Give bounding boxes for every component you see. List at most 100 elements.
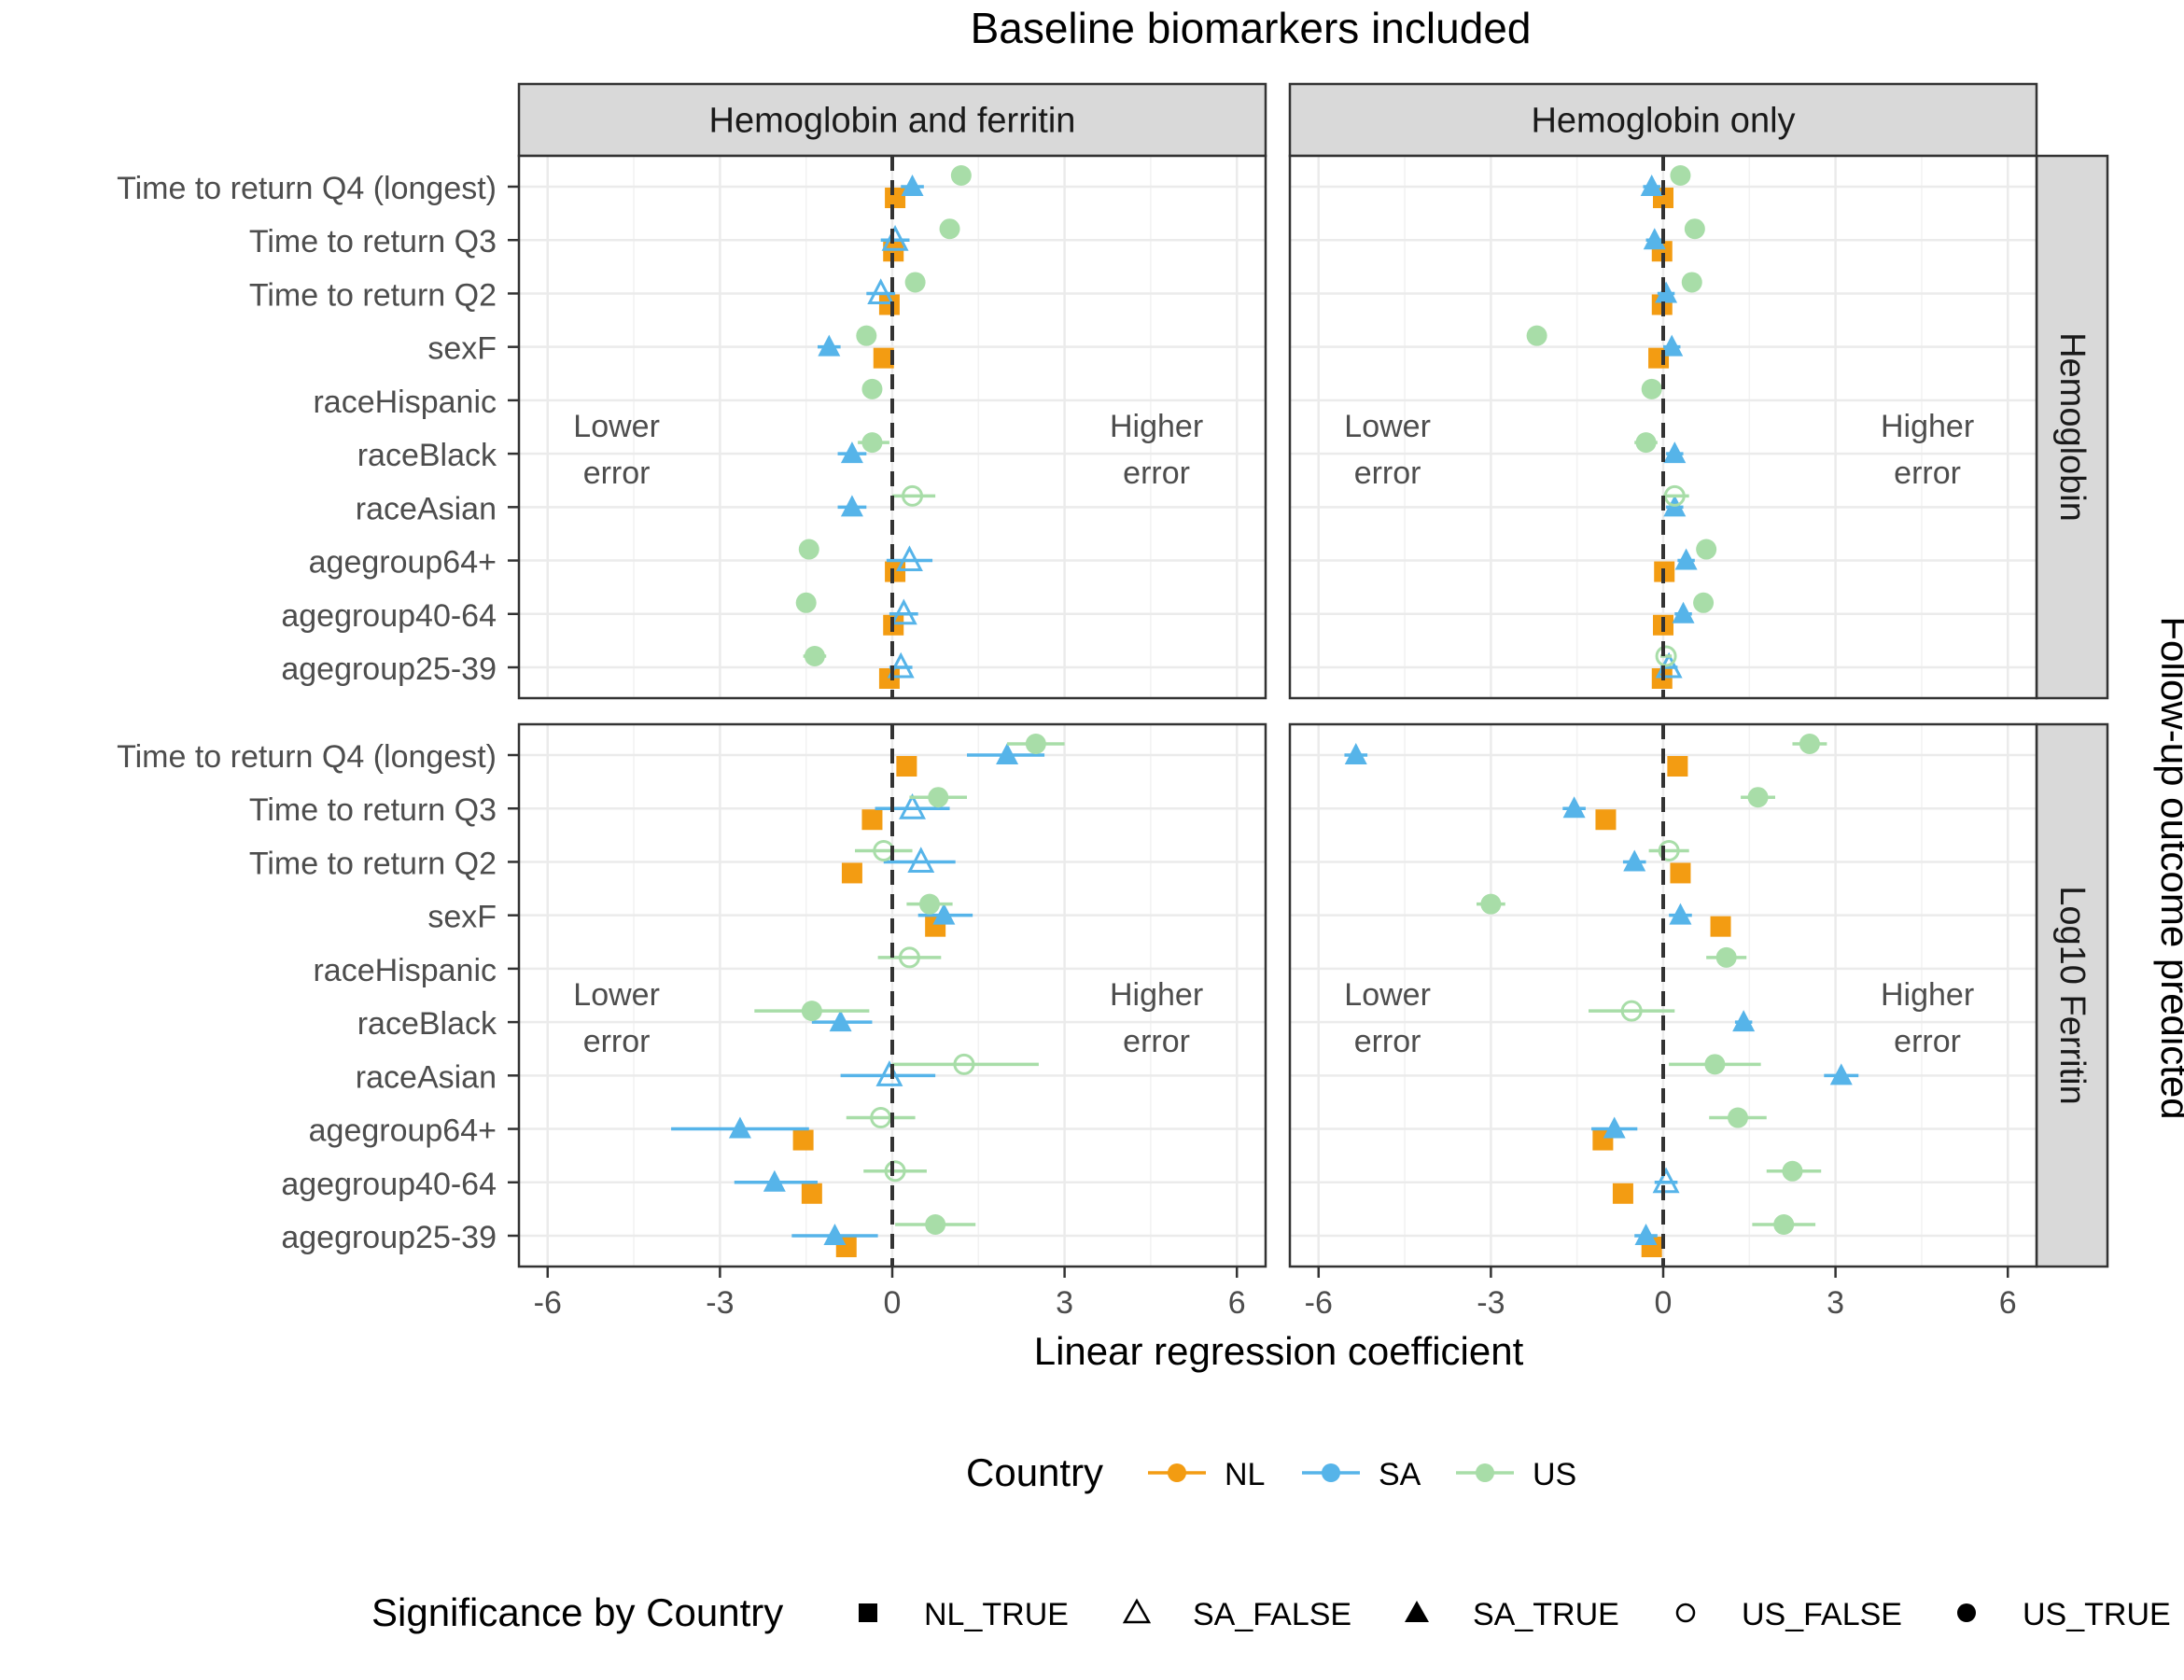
point-sa — [1634, 1224, 1658, 1245]
point-us — [939, 218, 960, 240]
annotation-higher-error: Higher — [1881, 409, 1974, 444]
y-tick-label: Time to return Q3 — [249, 792, 497, 828]
point-nl — [1667, 756, 1688, 777]
panel-hemoglobin-hemoglobin-and-ferritin: Lower error Higher error — [517, 154, 1267, 700]
legend-significance-label: US_FALSE — [1742, 1597, 1902, 1632]
legend-shape-circle-open — [1675, 1603, 1696, 1623]
point-sa — [829, 1010, 852, 1032]
y-tick-label: Time to return Q2 — [249, 277, 497, 313]
point-sa — [996, 743, 1019, 764]
x-tick-label: 3 — [1056, 1285, 1073, 1321]
y-tick-label: raceBlack — [357, 438, 497, 473]
point-sa — [907, 847, 935, 873]
point-us — [925, 1214, 946, 1235]
point-sa — [887, 651, 915, 679]
series-sa — [1344, 743, 1859, 1245]
series-us — [754, 734, 1065, 1235]
column-strip-hemoglobin-only — [1288, 82, 2038, 158]
y-tick-label: agegroup64+ — [309, 545, 497, 581]
annotation-lower-error: Lower — [1344, 409, 1431, 444]
legend-country-label: NL — [1225, 1457, 1265, 1492]
point-sa — [1655, 281, 1678, 303]
point-us — [1773, 1214, 1795, 1235]
point-nl — [841, 862, 862, 884]
series-sa — [671, 743, 1045, 1245]
series-us — [795, 165, 972, 666]
y-tick-label: Time to return Q3 — [249, 224, 497, 259]
x-tick-label: 0 — [1655, 1285, 1673, 1321]
point-nl — [792, 1129, 814, 1151]
panel-border — [517, 154, 1267, 700]
legend-shape-triangle-filled — [1405, 1601, 1429, 1622]
legend: Country NL SA US Significance by Country NL_T… — [371, 1450, 2171, 1634]
point-nl — [878, 668, 900, 689]
legend-key-point — [1476, 1463, 1494, 1482]
point-nl — [878, 294, 900, 315]
annotation-lower-error: Lower — [573, 409, 660, 444]
point-sa — [1732, 1010, 1756, 1032]
panel-border — [1288, 154, 2038, 700]
point-us — [950, 165, 972, 186]
x-tick-label: -6 — [1305, 1285, 1333, 1321]
y-tick-label: Time to return Q4 (longest) — [117, 739, 497, 775]
point-us — [1526, 325, 1547, 346]
point-us — [1696, 539, 1717, 560]
point-sa — [818, 334, 841, 357]
annotation-higher-error: error — [1123, 455, 1190, 491]
point-us — [902, 484, 924, 507]
point-us — [919, 893, 940, 915]
legend-significance-title: Significance by Country — [371, 1590, 783, 1634]
point-sa — [932, 903, 956, 925]
legend-shape-circle-filled — [1957, 1603, 1976, 1622]
row-strip-hemoglobin — [2035, 154, 2109, 700]
annotation-higher-error: error — [1123, 1024, 1190, 1059]
right-axis-title: Follow-up outcome predicted — [2153, 616, 2184, 1119]
point-us — [1663, 484, 1686, 507]
x-tick-label: 0 — [884, 1285, 902, 1321]
panel-log10-ferritin-hemoglobin-and-ferritin: Lower error Higher error — [517, 722, 1267, 1268]
point-sa — [1603, 1116, 1626, 1139]
point-us — [1715, 946, 1737, 968]
point-nl — [1710, 916, 1731, 937]
annotation-higher-error: Higher — [1110, 409, 1203, 444]
point-us — [1670, 165, 1691, 186]
point-sa — [823, 1224, 847, 1245]
point-sa — [1829, 1063, 1853, 1085]
y-tick-label: agegroup64+ — [309, 1113, 497, 1149]
panels-layer: Hemoglobin and ferritin Hemoglobin only He… — [117, 82, 2109, 1321]
annotation-higher-error: error — [1894, 1024, 1961, 1059]
point-us — [861, 432, 883, 454]
point-us — [1684, 218, 1705, 240]
legend-shape-triangle-open — [1122, 1598, 1152, 1624]
point-us — [884, 1160, 906, 1183]
point-us — [1728, 1107, 1748, 1128]
x-tick-label: 6 — [1999, 1285, 2017, 1321]
series-sa — [818, 175, 933, 679]
point-us — [1480, 893, 1502, 915]
point-sa — [1623, 849, 1646, 872]
legend-significance-label: SA_TRUE — [1473, 1597, 1619, 1632]
x-tick-label: 3 — [1827, 1285, 1844, 1321]
point-sa — [867, 278, 895, 304]
annotation-lower-error: error — [583, 1024, 651, 1059]
y-tick-label: raceBlack — [357, 1006, 497, 1042]
point-nl — [896, 756, 917, 777]
y-tick-label: agegroup25-39 — [281, 651, 497, 687]
legend-significance-label: US_TRUE — [2023, 1597, 2171, 1632]
y-tick-label: agegroup40-64 — [281, 1167, 497, 1202]
point-us — [801, 1001, 822, 1022]
point-us — [795, 592, 817, 613]
point-sa — [899, 792, 927, 819]
column-strip-label: Hemoglobin only — [1531, 102, 1795, 141]
point-us — [1641, 378, 1662, 399]
point-sa — [895, 545, 923, 572]
panel-border — [517, 722, 1267, 1268]
point-nl — [873, 347, 894, 369]
y-tick-label: agegroup25-39 — [281, 1220, 497, 1255]
point-sa — [840, 441, 863, 464]
point-sa — [901, 175, 924, 196]
y-tick-label: raceHispanic — [313, 385, 497, 420]
point-nl — [1612, 1183, 1633, 1204]
series-us — [1526, 165, 1717, 667]
